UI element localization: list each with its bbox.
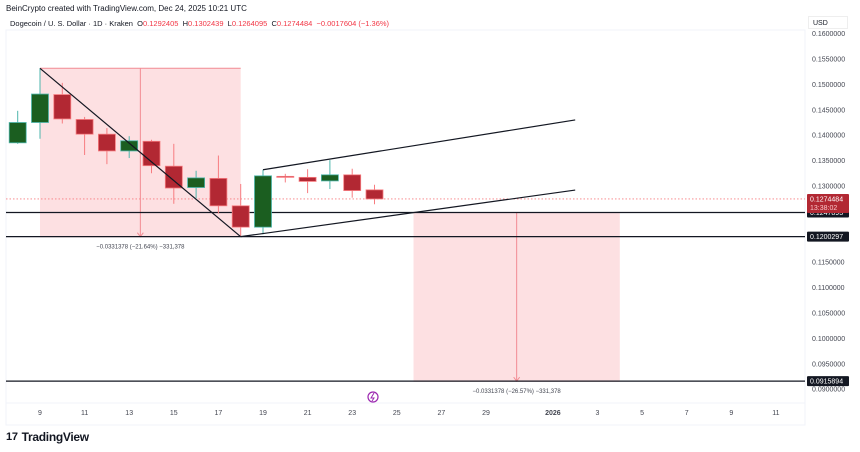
- candle-up: [8, 122, 27, 144]
- logo-text: TradingView: [21, 430, 89, 444]
- lightning-event-icon[interactable]: [367, 391, 379, 403]
- price-range-label: −0.0331378 (−21.64%) −331,378: [96, 245, 185, 251]
- time-axis-tick: 2026: [545, 410, 561, 417]
- level-price-tag: 0.1247893: [810, 210, 843, 217]
- currency-button[interactable]: USD: [808, 16, 848, 29]
- time-axis-tick: 5: [640, 410, 644, 417]
- low-label: L: [227, 19, 232, 28]
- candle-up: [120, 140, 139, 152]
- level-price-tag: 0.1200297: [810, 234, 843, 241]
- time-axis-tick: 19: [259, 410, 267, 417]
- time-axis-tick: 21: [304, 410, 312, 417]
- trendline: [262, 119, 576, 171]
- price-axis-tick: 0.1450000: [812, 107, 845, 114]
- time-axis-tick: 15: [170, 410, 178, 417]
- candle-up: [320, 174, 339, 182]
- high-value: 0.1302439: [188, 19, 224, 28]
- chart-credit: BeinCrypto created with TradingView.com,…: [6, 4, 247, 13]
- candle-up: [187, 177, 206, 188]
- lightning-bolt-icon: [370, 392, 375, 402]
- close-value: 0.1274484: [276, 19, 313, 28]
- price-axis-tick: 0.0900000: [812, 387, 845, 394]
- bar-countdown: 13:38:02: [810, 205, 837, 212]
- open-label: O: [137, 19, 143, 28]
- time-axis-tick: 29: [482, 410, 490, 417]
- open-value: 0.1292405: [142, 19, 179, 28]
- price-axis-tick: 0.0950000: [812, 361, 845, 368]
- price-axis-tick: 0.1300000: [812, 184, 845, 191]
- candle-down: [209, 177, 228, 207]
- price-axis-tick: 0.1100000: [812, 285, 845, 292]
- price-axis-tick: 0.1500000: [812, 82, 845, 89]
- time-axis-tick: 9: [729, 410, 733, 417]
- candle-down: [53, 94, 72, 120]
- last-price-tag: 0.1274484: [810, 196, 843, 203]
- price-axis-tick: 0.1600000: [812, 31, 845, 38]
- time-axis-tick: 11: [772, 410, 779, 417]
- price-axis-tick: 0.1350000: [812, 158, 845, 165]
- time-axis-tick: 25: [393, 410, 401, 417]
- symbol-legend: Dogecoin / U. S. Dollar · 1D · Kraken O0…: [10, 19, 389, 28]
- trendline: [240, 189, 576, 238]
- tradingview-logo: 17 TradingView: [6, 430, 89, 444]
- candle-down: [231, 205, 250, 228]
- time-axis-tick: 23: [348, 410, 356, 417]
- level-price-tag-bg: [807, 376, 849, 387]
- time-axis-tick: 3: [596, 410, 600, 417]
- price-axis-tick: 0.1550000: [812, 57, 845, 64]
- time-axis-tick: 13: [125, 410, 133, 417]
- last-price-tag-bg: [807, 193, 849, 213]
- trendline: [39, 67, 242, 238]
- change-value: −0.0017604 (−1.36%): [316, 19, 390, 28]
- time-axis-tick: 7: [685, 410, 689, 417]
- level-price-tag: 0.0915894: [810, 379, 843, 386]
- symbol-name: Dogecoin / U. S. Dollar · 1D · Kraken: [10, 19, 133, 28]
- close-label: C: [271, 19, 277, 28]
- candle-down: [365, 189, 384, 200]
- candle-up: [254, 175, 272, 228]
- high-label: H: [182, 19, 189, 28]
- low-value: 0.1264095: [231, 19, 268, 28]
- candle-down: [164, 165, 183, 189]
- price-axis-tick: 0.1400000: [812, 133, 845, 140]
- price-axis-tick: 0.1000000: [812, 336, 845, 343]
- candle-up: [31, 93, 49, 123]
- time-axis-tick: 11: [81, 410, 88, 417]
- chart-frame: [5, 29, 806, 426]
- time-axis-tick: 17: [215, 410, 223, 417]
- candle-down: [75, 119, 94, 135]
- price-axis-tick: 0.1150000: [812, 260, 845, 267]
- candle-down: [298, 176, 317, 182]
- candle-down: [343, 174, 362, 191]
- level-price-tag-bg: [807, 231, 849, 242]
- candle-down: [142, 140, 161, 167]
- time-axis-tick: 27: [438, 410, 446, 417]
- candle-down: [98, 133, 116, 152]
- tradingview-mark-icon: 17: [6, 431, 18, 443]
- candle-down: [276, 175, 295, 178]
- price-range-label: −0.0331378 (−26.57%) −331,378: [473, 389, 562, 395]
- time-axis-tick: 9: [38, 410, 42, 417]
- price-axis-tick: 0.1050000: [812, 311, 845, 318]
